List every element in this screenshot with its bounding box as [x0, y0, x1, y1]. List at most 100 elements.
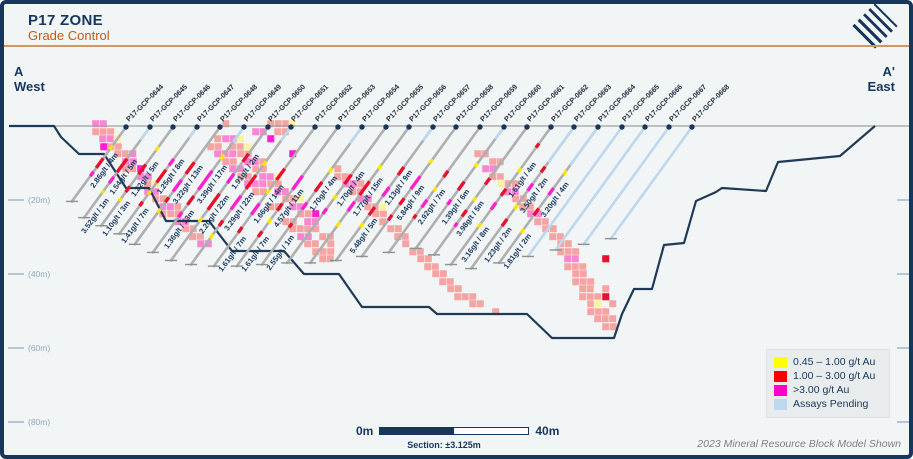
block-model-cell [601, 254, 610, 263]
collar-marker [312, 124, 318, 130]
grade-interval [432, 186, 438, 192]
header: P17 ZONE Grade Control [4, 4, 909, 49]
pit-topography-line [9, 124, 876, 340]
block-model-cell [416, 254, 425, 263]
block-model-cell [593, 299, 602, 308]
legend-swatch-assays-pending [774, 398, 787, 410]
block-model-cell [273, 127, 282, 136]
block-model-cell [533, 217, 542, 226]
block-model-cell [476, 299, 485, 308]
drillhole-trace [432, 125, 529, 257]
collar-marker [453, 124, 459, 130]
section-end-east-label: A' East [868, 64, 895, 94]
block-model-cell [431, 262, 440, 271]
block-model-cell [106, 127, 115, 136]
block-model-cell [99, 127, 108, 136]
block-model-cell [586, 292, 595, 301]
block-model-cell [349, 179, 358, 188]
collar-marker [524, 124, 530, 130]
block-model-cell [364, 194, 373, 203]
block-model-cell [571, 277, 580, 286]
depth-tick-label: (40m) [28, 269, 50, 279]
collar-marker [170, 124, 176, 130]
block-model-cell [593, 314, 602, 323]
drillhole-cased-interval [232, 126, 246, 143]
block-model-cell [296, 194, 305, 203]
block-model-cell [453, 292, 462, 301]
block-model-cell [473, 149, 482, 158]
grade-interval [261, 160, 268, 167]
drillhole-P17-GCP-0668: P17-GCP-0668 [604, 82, 731, 240]
grade-interval [208, 233, 215, 240]
block-model-cell [98, 134, 107, 143]
grade-interval [291, 174, 304, 191]
grade-interval [167, 158, 176, 167]
block-model-cell [311, 209, 320, 218]
collar-marker [430, 124, 436, 130]
block-model-cell [423, 262, 432, 271]
collar-marker [477, 124, 483, 130]
block-model-cell [586, 299, 595, 308]
grade-interval [499, 187, 508, 197]
collar-marker [123, 124, 129, 130]
block-model-cell [318, 254, 327, 263]
block-model [91, 119, 618, 331]
grade-interval [420, 198, 429, 209]
block-model-cell [303, 239, 312, 248]
block-model-cell [496, 172, 505, 181]
block-model-cell [578, 284, 587, 293]
block-model-cell [266, 134, 275, 143]
grade-interval [186, 194, 196, 206]
depth-tick-label: (20m) [28, 195, 50, 205]
block-model-cell [281, 187, 290, 196]
block-model-cell [563, 254, 572, 263]
grade-interval [225, 172, 236, 185]
block-model-cell [258, 172, 267, 181]
grade-interval [197, 169, 214, 191]
block-model-cell [593, 292, 602, 301]
block-model-cell [424, 254, 433, 263]
block-model-cell [461, 292, 470, 301]
grade-interval [547, 187, 555, 196]
grade-interval [115, 157, 129, 174]
grade-interval [346, 200, 357, 213]
drillhole-trace [212, 125, 317, 268]
grade-interval [313, 181, 324, 193]
collar-marker [501, 124, 507, 130]
block-model-cell [488, 157, 497, 166]
block-model-cell [601, 284, 610, 293]
block-model-cell [608, 299, 617, 308]
collar-marker [406, 124, 412, 130]
collar-marker [666, 124, 672, 130]
grade-interval [265, 188, 271, 195]
grade-interval [446, 198, 453, 206]
block-model-cell [243, 142, 252, 151]
grade-interval [241, 152, 250, 163]
grade-interval [358, 180, 371, 196]
grade-interval [177, 211, 184, 219]
block-model-cell [571, 262, 580, 271]
drillhole-trace [151, 125, 246, 254]
legend-item: 0.45 – 1.00 g/t Au [774, 355, 882, 369]
grade-interval [460, 209, 468, 218]
depth-tick-label: (80m) [28, 417, 50, 427]
block-model-cell [438, 277, 447, 286]
block-model-cell [586, 277, 595, 286]
collar-marker [548, 124, 554, 130]
block-model-cell [446, 284, 455, 293]
grade-interval [398, 197, 406, 206]
grade-interval [516, 167, 523, 174]
grade-interval [124, 185, 132, 194]
drillhole-trace [526, 125, 624, 258]
block-model-cell [303, 217, 312, 226]
grade-interval [489, 201, 498, 211]
cross-section-canvas: (20m)(40m)(60m)(80m)P17-GCP-06442.86g/t … [8, 82, 909, 427]
drillhole-trace [260, 125, 364, 266]
grade-interval [197, 216, 204, 223]
block-model-cell [578, 262, 587, 271]
section-letter-a-prime: A' [882, 64, 895, 79]
grade-interval [332, 193, 338, 201]
legend-swatch-high-grade [774, 384, 787, 396]
block-model-cell [106, 134, 115, 143]
grade-interval [300, 201, 309, 211]
